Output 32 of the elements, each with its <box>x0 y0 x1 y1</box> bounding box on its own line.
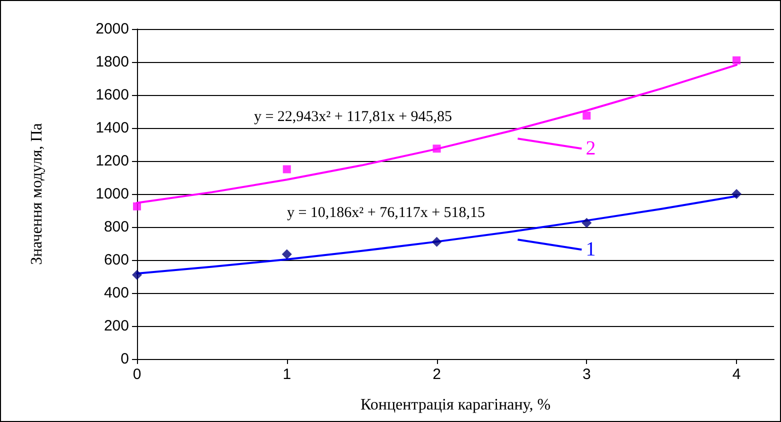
y-tick-label: 1200 <box>96 152 129 170</box>
point <box>732 56 741 64</box>
y-axis-title: Значення модуля, Па <box>28 123 46 265</box>
x-tick-label: 4 <box>732 366 741 383</box>
point <box>132 270 142 280</box>
point <box>432 236 442 247</box>
point <box>732 189 742 199</box>
annotation: y = 22,943x² + 117,81x + 945,85 <box>254 109 452 125</box>
point <box>282 249 292 260</box>
legend-label: 1 <box>586 238 596 261</box>
y-tick-label: 200 <box>104 318 129 334</box>
y-tick-label: 600 <box>104 252 129 268</box>
annotation: y = 10,186x² + 76,117x + 518,15 <box>286 205 486 221</box>
point <box>133 202 141 210</box>
y-tick-label: 0 <box>120 350 129 368</box>
y-tick-label: 1400 <box>96 120 129 136</box>
x-tick-label: 0 <box>132 366 142 383</box>
point <box>582 218 592 228</box>
legend-label: 2 <box>586 138 596 160</box>
x-tick-label: 3 <box>582 366 591 383</box>
x-tick-label: 1 <box>282 366 292 383</box>
point <box>582 112 591 120</box>
point <box>432 144 441 153</box>
x-axis-title: Концентрація карагінану, % <box>360 396 551 414</box>
y-tick-label: 800 <box>104 218 129 236</box>
y-tick-label: 2000 <box>96 20 129 38</box>
point <box>282 165 291 174</box>
x-tick-label: 2 <box>432 366 441 383</box>
y-tick-label: 1800 <box>96 54 129 70</box>
y-tick-label: 400 <box>104 284 129 302</box>
y-tick-label: 1000 <box>96 186 129 202</box>
y-tick-label: 1600 <box>96 86 129 104</box>
